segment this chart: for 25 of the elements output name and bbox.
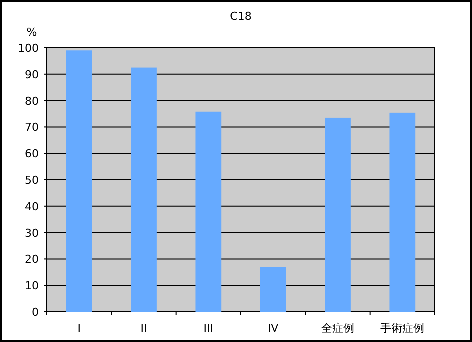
bar [325, 118, 351, 312]
bar [131, 68, 157, 312]
bar [196, 112, 222, 312]
y-tick-label: 20 [25, 253, 39, 266]
y-tick-label: 80 [25, 94, 39, 108]
y-tick-label: 40 [25, 200, 39, 214]
bar [260, 267, 286, 312]
y-tick-label: 30 [25, 226, 39, 240]
y-tick-label: 90 [25, 68, 39, 82]
chart-title: C18 [230, 10, 252, 23]
bar [390, 112, 416, 312]
x-tick-label: II [140, 322, 148, 335]
y-tick-label: 60 [25, 148, 39, 161]
x-tick-label: I [78, 322, 81, 335]
y-tick-label: 70 [25, 121, 39, 134]
bar [66, 50, 92, 312]
y-axis-title: % [26, 26, 38, 39]
x-tick-label: 手術症例 [380, 322, 425, 335]
x-tick-label: 全症例 [322, 322, 354, 335]
y-tick-label: 10 [25, 280, 39, 293]
x-tick-label: IV [268, 322, 280, 335]
x-tick-label: III [204, 322, 214, 335]
y-tick-label: 50 [25, 174, 39, 187]
y-tick-label: 0 [32, 306, 39, 319]
y-tick-label: 100 [18, 42, 39, 55]
